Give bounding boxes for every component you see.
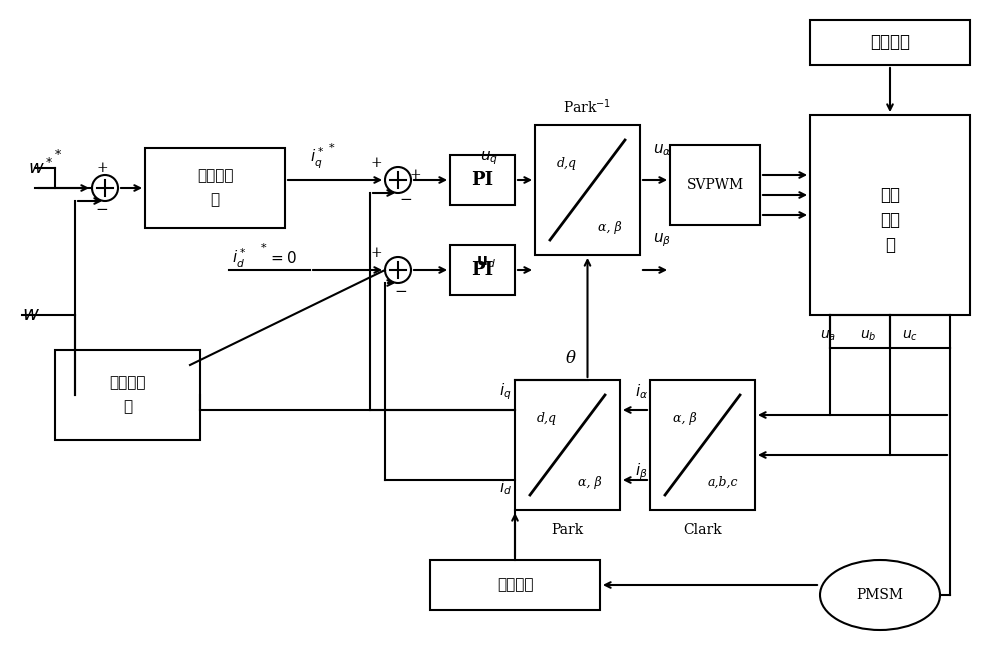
Text: $u_c$: $u_c$	[902, 329, 918, 343]
Text: $w^*$: $w^*$	[28, 158, 54, 178]
Text: +: +	[370, 156, 382, 170]
Text: 滑模观测: 滑模观测	[109, 376, 146, 390]
Text: +: +	[96, 161, 108, 175]
Bar	[430, 560, 600, 610]
Circle shape	[385, 167, 411, 193]
Text: $i_q$: $i_q$	[499, 382, 512, 402]
Bar	[450, 155, 515, 205]
Text: α, β: α, β	[673, 412, 697, 424]
Bar	[515, 380, 620, 510]
Bar	[145, 148, 285, 228]
Text: $u_β$: $u_β$	[653, 231, 671, 249]
Bar	[450, 245, 515, 295]
Text: a,b,c: a,b,c	[708, 475, 738, 489]
Text: 直流电源: 直流电源	[870, 34, 910, 51]
Text: 逆变: 逆变	[880, 211, 900, 229]
Text: $i_β$: $i_β$	[635, 462, 648, 482]
Text: $\mathbf{u}_d$: $\mathbf{u}_d$	[476, 254, 496, 270]
Text: PI: PI	[471, 171, 494, 189]
Bar	[810, 115, 970, 315]
Bar	[55, 350, 200, 440]
Text: Park$^{-1}$: Park$^{-1}$	[563, 98, 612, 116]
Text: α, β: α, β	[578, 475, 602, 489]
Text: 位置信息: 位置信息	[497, 578, 533, 592]
Text: +: +	[409, 168, 421, 182]
Text: $w$: $w$	[22, 306, 40, 324]
Text: 滑模控制: 滑模控制	[197, 169, 233, 183]
Text: $i_α$: $i_α$	[635, 382, 648, 402]
Text: 器: 器	[885, 237, 895, 253]
Text: 三相: 三相	[880, 186, 900, 203]
Ellipse shape	[820, 560, 940, 630]
Text: 器: 器	[123, 400, 132, 414]
Text: *: *	[329, 143, 335, 153]
Text: $=0$: $=0$	[268, 250, 297, 266]
Text: −: −	[96, 203, 108, 217]
Text: −: −	[400, 193, 412, 207]
Text: d,q: d,q	[557, 156, 577, 170]
Text: $u_a$: $u_a$	[820, 329, 836, 343]
Text: $u_b$: $u_b$	[860, 329, 876, 343]
Text: $i_d^*$: $i_d^*$	[232, 247, 247, 269]
Text: PI: PI	[471, 261, 494, 279]
Text: α, β: α, β	[598, 221, 622, 233]
Text: $u_q$: $u_q$	[480, 149, 498, 167]
Text: SVPWM: SVPWM	[686, 178, 744, 192]
Bar	[535, 125, 640, 255]
Text: $i_q^*$: $i_q^*$	[310, 146, 325, 170]
Text: 器: 器	[210, 193, 220, 207]
Text: *: *	[55, 148, 61, 162]
Text: PMSM: PMSM	[856, 588, 903, 602]
Circle shape	[92, 175, 118, 201]
Bar	[810, 20, 970, 65]
Text: Clark: Clark	[683, 523, 722, 537]
Text: $i_d$: $i_d$	[499, 479, 512, 497]
Text: d,q: d,q	[537, 412, 557, 424]
Text: −: −	[395, 285, 407, 299]
Text: *: *	[261, 243, 267, 253]
Bar	[650, 380, 755, 510]
Text: +: +	[370, 246, 382, 260]
Text: Park: Park	[551, 523, 584, 537]
Bar	[670, 145, 760, 225]
Text: $u_α$: $u_α$	[653, 142, 672, 158]
Text: θ: θ	[566, 350, 576, 366]
Circle shape	[385, 257, 411, 283]
